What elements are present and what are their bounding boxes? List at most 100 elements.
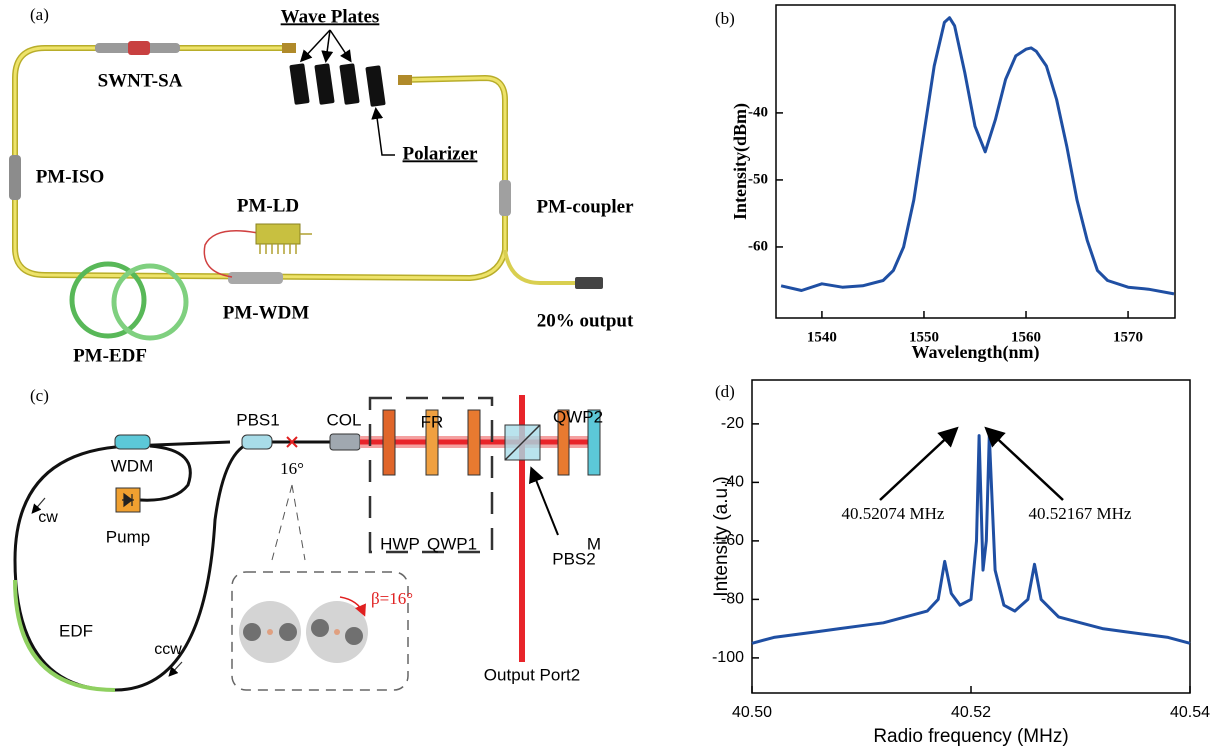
label: PM-WDM: [223, 302, 310, 323]
dashed-box: [368, 396, 494, 554]
wave-plate: [314, 63, 335, 105]
x-axis-title: Radio frequency (MHz): [873, 726, 1068, 747]
panel-label: (b): [715, 9, 735, 28]
diagram-a: (a) Wave Plates SWNT-SA Polarizer PM-ISO…: [9, 5, 634, 366]
rotation-arrow: [339, 596, 366, 617]
stress-rod: [243, 623, 261, 641]
hwp: [382, 409, 396, 476]
label: EDF: [59, 621, 93, 640]
label: Polarizer: [403, 143, 478, 164]
label: PM-LD: [237, 195, 299, 216]
inset: [231, 571, 409, 691]
stress-rod: [311, 619, 329, 637]
wdm: [114, 434, 151, 450]
pm-wdm: [228, 272, 283, 284]
spectrum-line: [780, 16, 1175, 296]
output-connector: [575, 277, 603, 289]
x-axis-title: Wavelength(nm): [912, 342, 1040, 363]
x-tick-label: 1560: [1011, 329, 1041, 345]
stress-rod: [279, 623, 297, 641]
connector: [398, 75, 412, 85]
arrow: [168, 661, 183, 677]
diode: [122, 492, 134, 508]
x-tick-label: 40.54: [1170, 704, 1210, 721]
core: [334, 629, 340, 635]
plot-frame: [775, 4, 1176, 319]
arrow: [299, 29, 331, 63]
x-tick-label: 40.50: [732, 704, 772, 721]
edf-coil: [111, 263, 189, 341]
label: Wave Plates: [281, 6, 380, 27]
qwp2: [557, 409, 570, 476]
x-tick-label: 1550: [909, 329, 939, 345]
y-axis-title: Intensity(dBm): [730, 103, 751, 220]
pm-ld-pins: [259, 233, 312, 254]
y-tick-label: -100: [712, 649, 744, 666]
label: SWNT-SA: [98, 70, 183, 91]
x-tick-label: 1570: [1113, 329, 1143, 345]
wave-plate: [339, 63, 360, 105]
core: [267, 629, 273, 635]
pbs2-diag: [504, 424, 541, 461]
label: PM-coupler: [536, 196, 634, 217]
label: Pump: [106, 527, 150, 546]
edf-coil: [69, 261, 147, 339]
fiber: [503, 249, 580, 285]
pm-iso: [9, 155, 21, 200]
col: [329, 433, 361, 451]
label: ccw: [154, 641, 182, 658]
label: QWP2: [553, 407, 603, 426]
y-tick-label: -60: [748, 238, 768, 254]
arrow: [329, 29, 352, 63]
fr: [425, 409, 439, 476]
polarizer: [365, 65, 386, 107]
panel-label: (a): [30, 5, 49, 24]
label: WDM: [111, 456, 153, 475]
y-tick-label: -40: [748, 104, 768, 120]
stress-rod: [345, 627, 363, 645]
label: PBS1: [236, 410, 279, 429]
y-axis-title: Intensity (a.u.): [711, 476, 732, 596]
label: FR: [421, 412, 444, 431]
label: β=16°: [371, 589, 413, 608]
y-tick-label: -40: [721, 474, 744, 491]
pump-fiber: [139, 444, 192, 502]
label: HWP: [380, 534, 420, 553]
label: cw: [38, 509, 58, 526]
y-tick-label: -60: [721, 532, 744, 549]
annotation-arrow: [879, 426, 959, 501]
annotation-arrow: [984, 426, 1064, 501]
arrow: [321, 29, 334, 63]
label: PM-ISO: [36, 166, 105, 187]
pbs1: [241, 434, 273, 450]
label: M: [587, 534, 601, 553]
connector: [282, 43, 296, 53]
plot-frame: [751, 379, 1191, 694]
annotation: 40.52074 MHz: [842, 504, 945, 523]
x-tick-label: 40.52: [951, 704, 991, 721]
x-tick-label: 1540: [807, 329, 837, 345]
arrow: [371, 107, 395, 156]
dash: [271, 484, 306, 561]
arrow: [529, 466, 559, 536]
panel-label: (c): [30, 386, 49, 405]
annotation: 40.52167 MHz: [1029, 504, 1132, 523]
splice: [286, 436, 298, 448]
edf-fiber: [13, 579, 116, 692]
y-tick-label: -80: [721, 591, 744, 608]
swnt-sa: [128, 41, 150, 55]
label: PBS2: [552, 549, 595, 568]
label: 16°: [280, 459, 304, 478]
pm-coupler: [499, 180, 511, 216]
arrow: [31, 497, 46, 514]
wave-plate: [289, 63, 310, 105]
mirror: [587, 409, 601, 476]
label: PM-EDF: [73, 345, 147, 366]
label: QWP1: [427, 534, 477, 553]
diagram-c: (c) PBS1 COL FR QWP2 WDM 16° cw HWP QWP1…: [13, 386, 603, 692]
panel-label: (d): [715, 382, 735, 401]
pump-fiber: [203, 230, 259, 278]
qwp1: [467, 409, 481, 476]
label: COL: [327, 410, 362, 429]
